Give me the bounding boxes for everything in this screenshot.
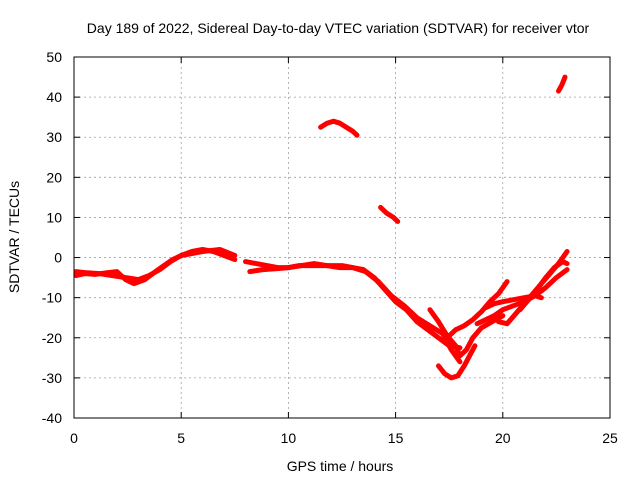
series-line-track-9 — [444, 279, 510, 341]
x-tick-label: 15 — [388, 430, 404, 446]
series-line-track-13 — [517, 259, 570, 313]
series-layer — [73, 74, 570, 381]
y-tick-label: 0 — [54, 250, 62, 266]
y-axis-title: SDTVAR / TECUs — [6, 181, 22, 293]
x-tick-label: 20 — [495, 430, 511, 446]
y-tick-label: -10 — [42, 290, 62, 306]
y-tick-label: 10 — [46, 209, 62, 225]
series-line-track-7 — [436, 343, 478, 381]
x-tick-label: 0 — [70, 430, 78, 446]
y-tick-label: 40 — [46, 89, 62, 105]
series-line-track-10 — [474, 267, 570, 327]
series-line-track-14 — [556, 74, 568, 94]
x-tick-label: 5 — [177, 430, 185, 446]
y-tick-label: -40 — [42, 410, 62, 426]
series-line-track-6 — [378, 204, 401, 224]
x-tick-label: 10 — [281, 430, 297, 446]
y-tick-label: -20 — [42, 330, 62, 346]
series-line-track-8 — [427, 307, 506, 359]
series-line-track-4 — [247, 261, 463, 365]
series-line-track-2 — [73, 247, 238, 283]
y-tick-label: 20 — [46, 169, 62, 185]
x-axis-title: GPS time / hours — [287, 458, 394, 474]
tick-layer: 0 5 10 15 20 25 -40 -30 -20 -10 0 10 20 30 40 50 — [42, 49, 618, 446]
y-tick-label: -30 — [42, 370, 62, 386]
plot-frame — [73, 56, 611, 419]
chart-title: Day 189 of 2022, Sidereal Day-to-day VTE… — [87, 20, 590, 36]
y-tick-label: 50 — [46, 49, 62, 65]
series-line-track-5 — [318, 118, 360, 138]
x-tick-label: 25 — [602, 430, 618, 446]
y-tick-label: 30 — [46, 129, 62, 145]
